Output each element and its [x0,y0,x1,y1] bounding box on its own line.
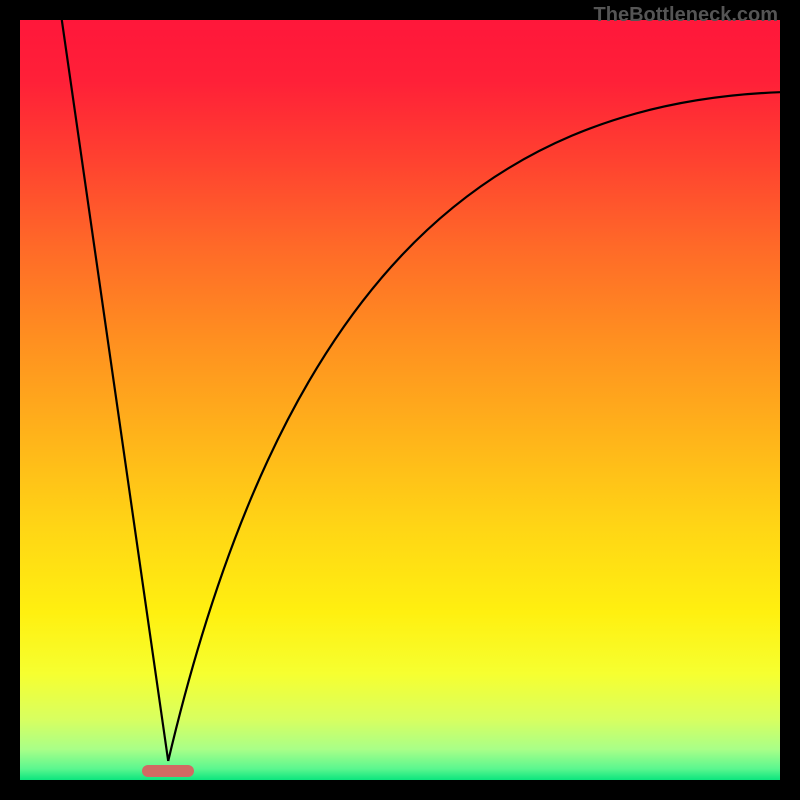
plot-area [20,20,780,780]
equilibrium-marker [142,765,194,777]
bottleneck-curve [20,20,780,780]
attribution-text: TheBottleneck.com [594,4,778,27]
